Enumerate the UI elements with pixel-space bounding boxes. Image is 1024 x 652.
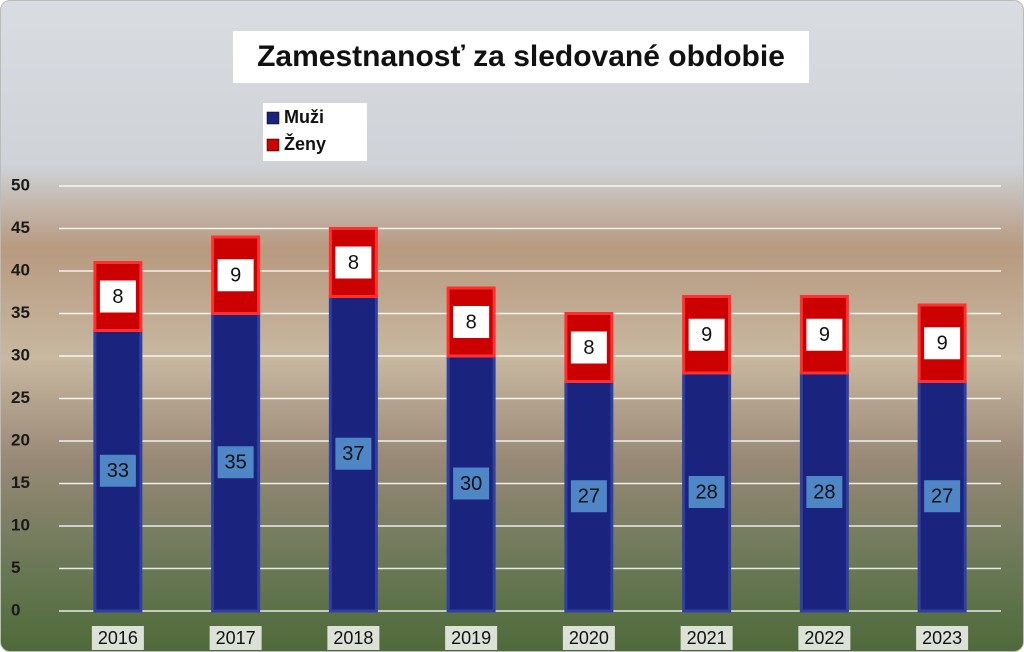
chart-title: Zamestnanosť za sledované obdobie	[257, 40, 785, 73]
value-label: 8	[348, 252, 359, 274]
value-label-box	[924, 480, 961, 513]
x-label-box	[680, 626, 733, 650]
x-tick-label: 2020	[569, 628, 609, 648]
legend-label: Muži	[284, 107, 324, 127]
value-label: 8	[112, 286, 123, 308]
value-label-box	[335, 246, 372, 279]
value-label-box	[570, 331, 607, 364]
value-label-box	[924, 327, 961, 360]
x-label-box	[327, 626, 380, 650]
value-label-box	[335, 437, 372, 470]
y-tick-label: 45	[11, 218, 30, 237]
y-tick-label: 10	[11, 515, 30, 534]
value-label-box	[688, 476, 725, 508]
x-label-box	[209, 626, 262, 650]
value-label: 8	[583, 337, 594, 359]
value-label-box	[99, 454, 136, 487]
legend-label: Ženy	[284, 133, 326, 154]
y-tick-label: 20	[11, 430, 30, 449]
legend-box	[263, 103, 367, 161]
x-tick-label: 2018	[333, 628, 373, 648]
x-label-box	[445, 626, 498, 650]
value-label: 28	[696, 481, 718, 503]
value-label-box	[806, 476, 843, 508]
y-tick-label: 5	[11, 558, 20, 577]
value-label: 8	[466, 311, 477, 333]
x-label-box	[916, 626, 969, 650]
value-label: 28	[813, 481, 835, 503]
title-box	[233, 31, 809, 83]
value-label: 9	[937, 333, 948, 355]
value-label: 9	[701, 324, 712, 346]
value-label-box	[453, 467, 490, 500]
value-label-box	[453, 306, 490, 338]
value-label: 9	[819, 324, 830, 346]
legend-swatch	[266, 111, 280, 125]
y-tick-label: 30	[11, 345, 30, 364]
value-label-box	[570, 480, 607, 513]
value-label-box	[217, 259, 254, 292]
value-label: 30	[460, 473, 482, 495]
value-label-box	[806, 318, 843, 351]
value-label-box	[99, 280, 136, 313]
x-tick-label: 2022	[804, 628, 844, 648]
y-tick-label: 35	[11, 303, 30, 322]
value-label: 33	[107, 460, 129, 482]
x-tick-label: 2019	[451, 628, 491, 648]
y-tick-label: 0	[11, 600, 20, 619]
value-label: 27	[931, 486, 953, 508]
legend-swatch	[266, 138, 280, 152]
x-tick-label: 2021	[687, 628, 727, 648]
x-label-box	[91, 626, 144, 650]
y-tick-label: 25	[11, 388, 30, 407]
value-label: 37	[342, 443, 364, 465]
value-label: 27	[578, 486, 600, 508]
x-tick-label: 2016	[98, 628, 138, 648]
x-tick-label: 2017	[216, 628, 256, 648]
x-tick-label: 2023	[922, 628, 962, 648]
value-label: 9	[230, 265, 241, 287]
x-label-box	[562, 626, 615, 650]
y-tick-label: 50	[11, 175, 30, 194]
value-label: 35	[225, 452, 247, 474]
y-tick-label: 40	[11, 260, 30, 279]
y-tick-label: 15	[11, 473, 30, 492]
value-label-box	[688, 318, 725, 351]
x-label-box	[798, 626, 851, 650]
value-label-box	[217, 446, 254, 479]
